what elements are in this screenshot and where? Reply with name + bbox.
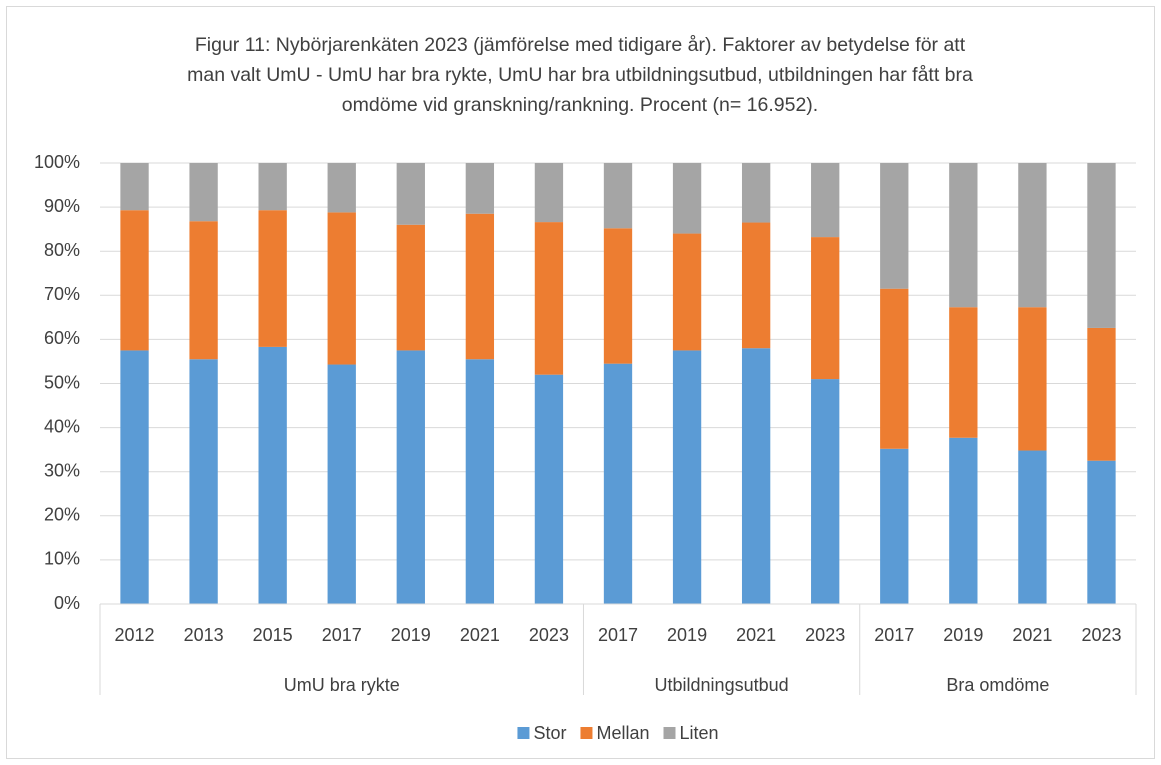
bar-segment (1018, 307, 1047, 451)
bar-segment (120, 350, 149, 604)
x-tick-label: 2017 (322, 625, 362, 645)
bar-segment (741, 222, 771, 349)
y-tick-label: 30% (44, 460, 80, 480)
bar-segment (120, 210, 149, 351)
y-tick-label: 10% (44, 549, 80, 569)
bar-segment (811, 237, 840, 380)
legend-label: Liten (680, 723, 719, 743)
x-tick-label: 2021 (460, 625, 500, 645)
bar-segment (465, 359, 495, 604)
bar-segment (534, 374, 564, 604)
legend-label: Stor (533, 723, 566, 743)
x-tick-label: 2012 (115, 625, 155, 645)
group-label: Bra omdöme (946, 675, 1049, 695)
x-tick-label: 2021 (1012, 625, 1052, 645)
bar-segment (189, 221, 218, 360)
bar-segment (189, 359, 218, 604)
bar-segment (741, 163, 771, 223)
bar-segment (1087, 163, 1116, 328)
bar-segment (396, 224, 425, 351)
y-tick-label: 40% (44, 416, 80, 436)
bar-segment (465, 213, 495, 360)
bar-segment (1087, 460, 1116, 604)
x-tick-label: 2023 (1081, 625, 1121, 645)
bar-segment (534, 222, 564, 375)
legend-label: Mellan (596, 723, 649, 743)
x-tick-label: 2023 (805, 625, 845, 645)
x-tick-label: 2017 (598, 625, 638, 645)
x-tick-label: 2019 (943, 625, 983, 645)
bar-segment (741, 348, 771, 604)
bar-segment (949, 437, 978, 604)
x-tick-label: 2019 (391, 625, 431, 645)
bar-segment (534, 163, 564, 223)
bar-segment (120, 163, 149, 211)
bar-segment (327, 364, 356, 604)
legend-swatch (580, 727, 593, 739)
y-tick-label: 90% (44, 196, 80, 216)
legend-swatch (517, 727, 530, 739)
bar-segment (258, 163, 287, 211)
chart-title: Figur 11: Nybörjarenkäten 2023 (jämförel… (187, 34, 973, 116)
y-tick-label: 60% (44, 328, 80, 348)
x-tick-label: 2019 (667, 625, 707, 645)
group-label: UmU bra rykte (284, 675, 400, 695)
x-tick-label: 2021 (736, 625, 776, 645)
y-tick-label: 70% (44, 284, 80, 304)
bar-segment (949, 307, 978, 438)
x-tick-label: 2023 (529, 625, 569, 645)
bar-segment (603, 228, 633, 364)
bar-segment (396, 163, 425, 225)
bar-segment (1087, 327, 1116, 461)
x-tick-label: 2017 (874, 625, 914, 645)
bar-segment (672, 163, 702, 234)
bar-segment (258, 346, 287, 604)
bar-segment (396, 350, 425, 604)
x-tick-label: 2013 (184, 625, 224, 645)
bar-segment (1018, 450, 1047, 604)
bar-segment (189, 163, 218, 222)
group-label: Utbildningsutbud (655, 675, 789, 695)
bar-segment (811, 163, 840, 238)
bar-segment (672, 350, 702, 604)
bar-segment (672, 233, 702, 351)
bar-segment (1018, 163, 1047, 308)
bar-segment (603, 163, 633, 229)
bar-segment (880, 288, 909, 449)
bar-segment (603, 363, 633, 604)
y-tick-label: 50% (44, 372, 80, 392)
x-tick-label: 2015 (253, 625, 293, 645)
y-tick-label: 80% (44, 240, 80, 260)
bar-segment (880, 448, 909, 604)
bar-segment (949, 163, 978, 308)
bar-segment (880, 163, 909, 289)
bar-segment (465, 163, 495, 214)
legend-swatch (663, 727, 676, 739)
bar-segment (811, 379, 840, 604)
y-tick-label: 0% (54, 593, 80, 613)
y-tick-label: 20% (44, 505, 80, 525)
bar-segment (258, 210, 287, 347)
bar-segment (327, 212, 356, 365)
bar-segment (327, 163, 356, 213)
y-tick-label: 100% (34, 152, 80, 172)
